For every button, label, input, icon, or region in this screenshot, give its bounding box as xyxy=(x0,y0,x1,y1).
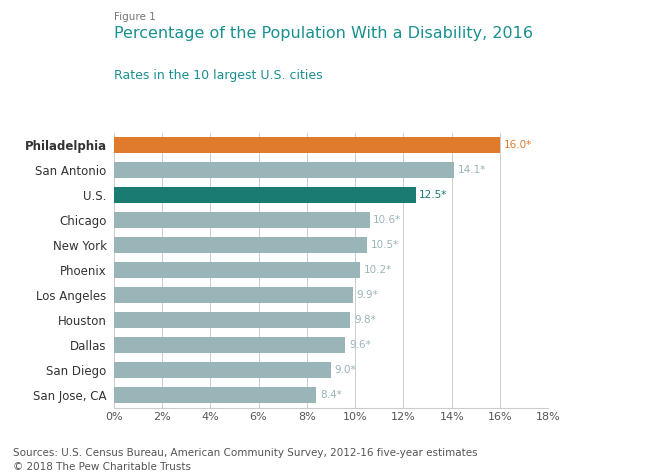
Text: 12.5*: 12.5* xyxy=(419,190,448,200)
Text: Sources: U.S. Census Bureau, American Community Survey, 2012-16 five-year estima: Sources: U.S. Census Bureau, American Co… xyxy=(13,447,478,472)
Bar xyxy=(114,363,331,378)
Text: 16.0*: 16.0* xyxy=(504,140,532,150)
Text: 10.5*: 10.5* xyxy=(371,240,399,250)
Bar xyxy=(114,137,500,153)
Bar xyxy=(114,337,345,353)
Text: 14.1*: 14.1* xyxy=(458,165,486,175)
Text: Figure 1: Figure 1 xyxy=(114,12,155,22)
Text: 9.6*: 9.6* xyxy=(349,340,371,350)
Text: 8.4*: 8.4* xyxy=(320,390,342,400)
Bar xyxy=(114,312,350,328)
Text: Rates in the 10 largest U.S. cities: Rates in the 10 largest U.S. cities xyxy=(114,69,322,82)
Text: 10.6*: 10.6* xyxy=(373,215,402,225)
Bar xyxy=(114,263,360,278)
Bar xyxy=(114,212,370,228)
Text: 9.9*: 9.9* xyxy=(356,290,378,300)
Text: Percentage of the Population With a Disability, 2016: Percentage of the Population With a Disa… xyxy=(114,26,533,41)
Bar xyxy=(114,187,415,203)
Bar xyxy=(114,163,454,178)
Text: 10.2*: 10.2* xyxy=(363,265,392,275)
Text: 9.0*: 9.0* xyxy=(335,365,356,375)
Bar xyxy=(114,387,317,403)
Bar xyxy=(114,237,367,253)
Text: 9.8*: 9.8* xyxy=(354,315,376,325)
Bar xyxy=(114,287,353,303)
